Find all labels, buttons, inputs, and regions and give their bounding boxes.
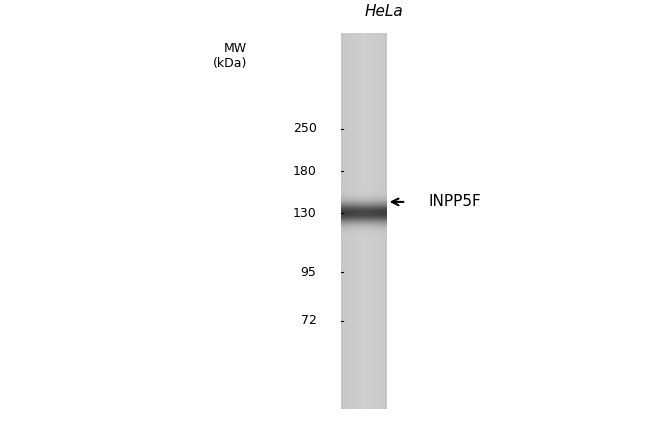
Text: 72: 72 (301, 314, 317, 327)
Text: 250: 250 (292, 122, 317, 135)
Text: HeLa: HeLa (364, 4, 403, 19)
Text: 130: 130 (292, 207, 317, 220)
Text: MW: MW (224, 42, 247, 55)
Text: (kDa): (kDa) (213, 57, 247, 70)
Text: 180: 180 (292, 165, 317, 178)
Text: 95: 95 (301, 266, 317, 279)
Text: INPP5F: INPP5F (429, 195, 482, 209)
